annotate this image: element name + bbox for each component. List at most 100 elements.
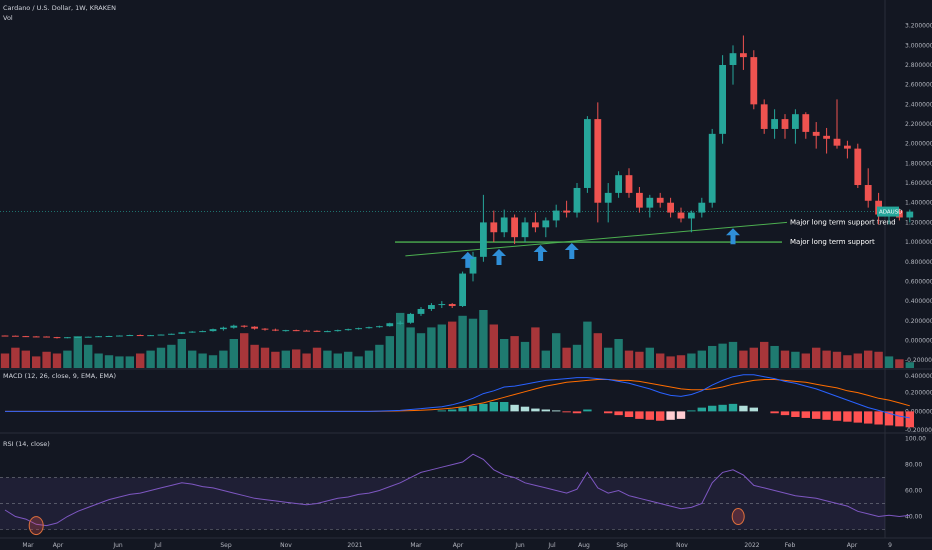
macd-histogram-bar (739, 405, 748, 412)
volume-bar (791, 351, 800, 368)
arrow-shape (564, 243, 579, 260)
volume-bar (905, 362, 914, 368)
candle-body (781, 119, 789, 129)
candle-body (116, 335, 123, 337)
price-tick-label: 2.800000 (905, 62, 932, 69)
candle-body (282, 330, 290, 332)
candle-body (178, 332, 186, 334)
volume-bar (718, 343, 727, 368)
macd-histogram-bar (687, 410, 696, 412)
volume-bar (832, 351, 842, 368)
macd-histogram-bar (801, 411, 810, 418)
rsi-tick-label: 100.00 (905, 436, 926, 443)
candle-body (823, 135, 830, 139)
macd-histogram-bar (728, 403, 738, 412)
volume-bar (208, 355, 218, 368)
candle-body (844, 145, 851, 149)
volume-bar (520, 341, 530, 368)
candle-body (230, 325, 238, 328)
volume-bar (375, 344, 384, 368)
volume-bar (240, 333, 249, 368)
candle-body (500, 217, 508, 233)
volume-bar (32, 356, 41, 368)
volume-bar (333, 353, 342, 368)
candle-body (750, 57, 758, 105)
volume-bar (500, 339, 509, 368)
volume-bar (749, 347, 758, 368)
candle-body (719, 64, 726, 134)
candle-body (740, 53, 747, 58)
candle-body (459, 273, 466, 307)
candle-body (43, 336, 50, 338)
macd-histogram-bar (531, 408, 540, 412)
candle-body (157, 334, 165, 336)
volume-bar (604, 347, 613, 368)
macd-title: MACD (12, 26, close, 9, EMA, EMA) (3, 372, 116, 380)
volume-bar (468, 318, 478, 368)
time-tick-label: Apr (453, 542, 464, 549)
candle-body (688, 212, 695, 219)
volume-bar (281, 350, 290, 368)
volume-bar (458, 315, 467, 368)
candle-body (12, 335, 19, 337)
rsi-highlight-circle (731, 508, 745, 526)
candle-body (833, 138, 841, 146)
price-tick-label: 1.200000 (905, 219, 932, 226)
price-tick-label: 1.600000 (905, 180, 932, 187)
volume-bar (385, 336, 394, 368)
time-tick-label: Jul (153, 542, 162, 549)
candle-body (896, 210, 903, 218)
volume-bar (146, 350, 155, 368)
price-tick-label: 0.200000 (905, 318, 932, 325)
candle-body (667, 202, 674, 213)
candle-body (625, 175, 633, 193)
candle-body (168, 333, 175, 335)
volume-bar (489, 324, 498, 368)
volume-bar (323, 350, 332, 368)
candle-body (240, 325, 248, 327)
time-tick-label: Sep (220, 542, 232, 549)
candle-body (136, 335, 144, 337)
candle-body (32, 336, 40, 338)
macd-histogram-bar (770, 411, 779, 414)
candle-body (563, 210, 570, 213)
candle-body (53, 337, 61, 339)
rsi-title: RSI (14, close) (3, 440, 50, 448)
candle-body (407, 313, 414, 323)
macd-histogram-bar (874, 411, 883, 425)
candle-body (469, 256, 477, 274)
macd-histogram-bar (656, 411, 665, 421)
candle-body (105, 336, 113, 338)
time-tick-label: Nov (676, 542, 688, 549)
volume-bar (437, 324, 446, 368)
macd-histogram-bar (448, 409, 457, 412)
candle-body (84, 336, 92, 338)
volume-bar (572, 344, 582, 368)
macd-tick-label: 0.000000 (905, 408, 932, 415)
volume-bar (406, 327, 415, 368)
symbol-title: Cardano / U.S. Dollar, 1W, KRAKEN (3, 4, 116, 12)
candle-body (386, 323, 394, 327)
candle-body (199, 331, 206, 333)
volume-bar (843, 355, 852, 368)
volume-bar (271, 351, 280, 368)
volume-bar (864, 350, 873, 368)
volume-bar (697, 350, 706, 368)
time-tick-label: Feb (785, 542, 796, 549)
volume-bar (11, 347, 20, 368)
volume-label: Vol (3, 14, 13, 22)
price-tick-label: 1.000000 (905, 239, 932, 246)
candle-body (355, 328, 362, 330)
volume-bar (822, 350, 831, 368)
rsi-line (4, 453, 910, 527)
candle-body (771, 119, 778, 129)
time-tick-label: 9 (888, 542, 892, 549)
price-tick-label: 0.000000 (905, 337, 932, 344)
price-tick-label: 1.400000 (905, 200, 932, 207)
candle-body (552, 210, 560, 221)
volume-bar (624, 350, 634, 368)
volume-bar (354, 356, 363, 368)
price-tag (877, 206, 899, 217)
candle-body (74, 337, 82, 339)
macd-histogram-bar (489, 402, 498, 412)
